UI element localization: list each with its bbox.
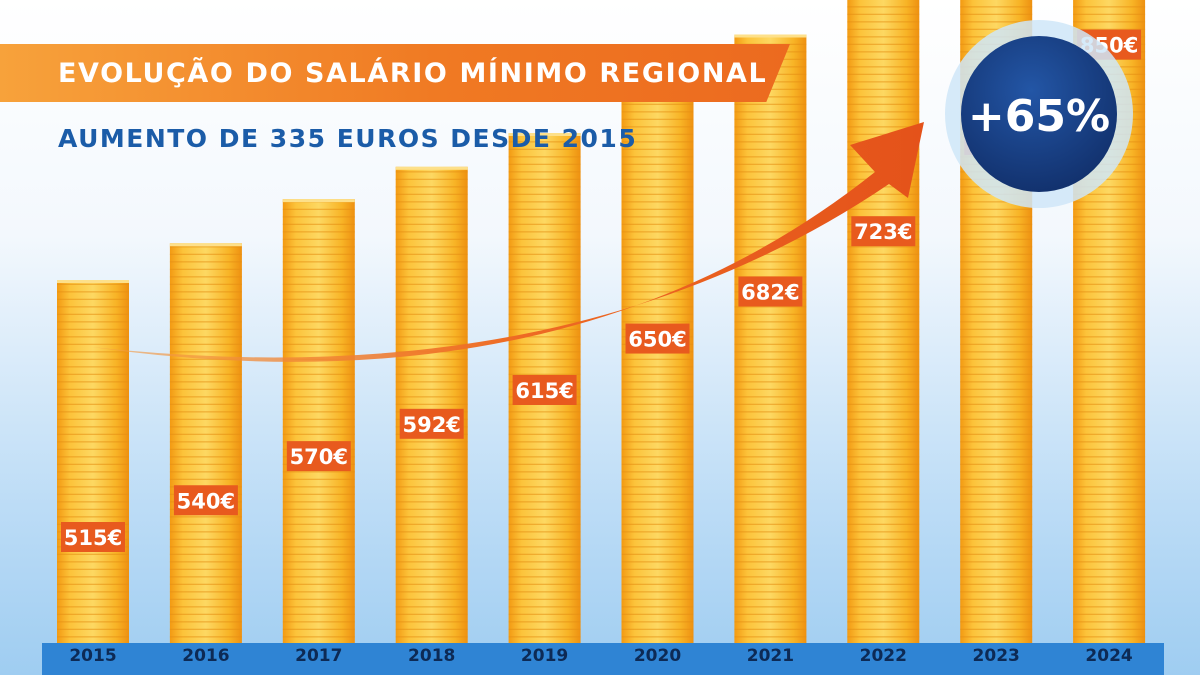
percent-badge: +65% [945,20,1133,208]
title-banner [0,44,790,102]
svg-text:682€: 682€ [741,281,799,305]
bar-2018 [395,166,468,643]
x-tick-2019: 2019 [521,646,568,666]
bar-2021 [734,34,807,643]
x-tick-2023: 2023 [973,646,1020,666]
svg-text:592€: 592€ [402,413,460,437]
x-tick-2020: 2020 [634,646,681,666]
x-tick-2015: 2015 [69,646,116,666]
svg-text:723€: 723€ [854,220,912,244]
bar-2016 [169,243,242,643]
x-tick-2016: 2016 [182,646,229,666]
chart-title: EVOLUÇÃO DO SALÁRIO MÍNIMO REGIONAL [58,58,768,89]
value-label-2016: 540€ [173,485,238,516]
svg-text:570€: 570€ [290,445,348,469]
bar-2017 [282,199,355,643]
value-label-2017: 570€ [286,441,351,472]
x-tick-2018: 2018 [408,646,455,666]
percent-badge-text: +65% [968,91,1110,142]
value-label-2015: 515€ [61,522,125,552]
value-label-2020: 650€ [625,323,690,354]
svg-text:540€: 540€ [177,489,235,513]
x-axis-band [42,643,1164,675]
chart-subtitle: AUMENTO DE 335 EUROS DESDE 2015 [58,124,638,153]
svg-text:650€: 650€ [628,328,686,352]
x-tick-2022: 2022 [860,646,907,666]
x-tick-2021: 2021 [747,646,794,666]
value-label-2021: 682€ [738,276,803,307]
bar-2015 [57,280,129,643]
x-tick-2017: 2017 [295,646,342,666]
x-tick-2024: 2024 [1085,646,1132,666]
value-label-2022: 723€ [851,216,916,247]
value-label-2018: 592€ [399,408,464,439]
bar-2020 [621,81,694,644]
bar-2022 [847,0,920,644]
svg-text:615€: 615€ [515,379,573,403]
svg-text:515€: 515€ [64,526,122,550]
value-label-2019: 615€ [512,375,577,405]
